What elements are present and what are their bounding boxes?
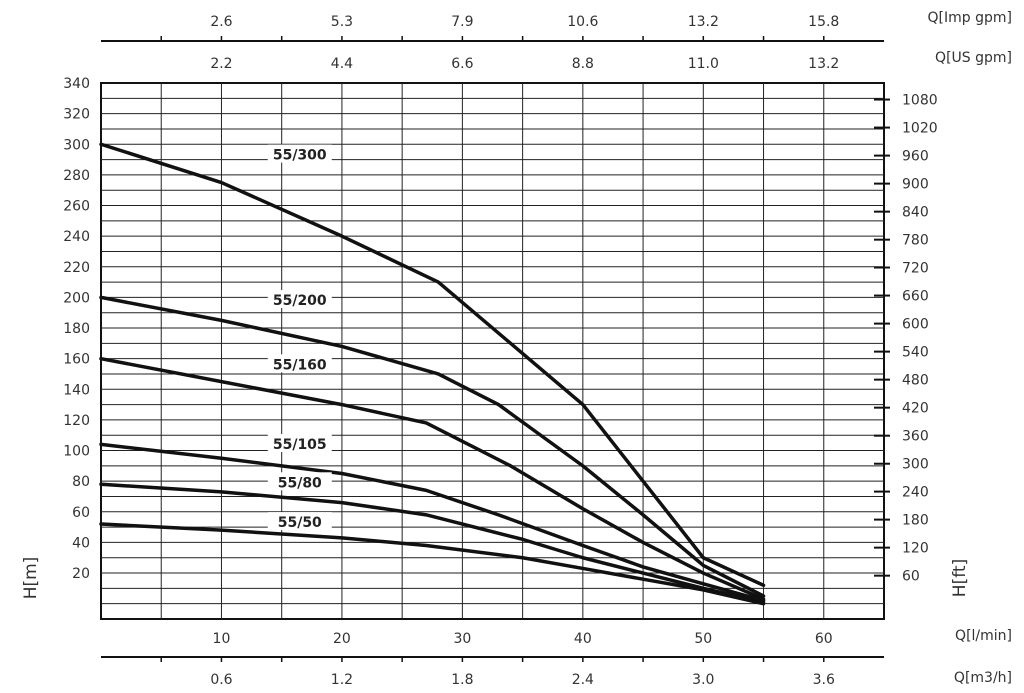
top-imp-tick-label: 5.3 <box>331 14 353 30</box>
top-imp-axis-label: Q[Imp gpm] <box>928 10 1012 26</box>
curve-label-bg <box>267 472 332 491</box>
curve-55-105 <box>99 442 766 603</box>
ft-tick-label: 180 <box>902 513 929 529</box>
x-tick-label: 50 <box>694 631 712 647</box>
y-tick-label: 80 <box>72 474 90 490</box>
curve-55-200 <box>99 295 766 598</box>
bottom-m3h-axis-label: Q[m3/h] <box>954 670 1012 686</box>
curve-label: 55/160 <box>273 357 327 373</box>
ft-tick-label: 900 <box>902 177 929 193</box>
ft-tick-label: 420 <box>902 401 929 417</box>
y-tick-label: 180 <box>63 321 90 337</box>
ft-tick-label: 720 <box>902 261 929 277</box>
top-imp-tick-label: 10.6 <box>567 14 598 30</box>
top-us-tick-label: 2.2 <box>210 56 232 72</box>
ft-tick-label: 600 <box>902 317 929 333</box>
ft-tick-label: 960 <box>902 149 929 165</box>
top-us-tick-label: 4.4 <box>331 56 353 72</box>
ft-tick-label: 360 <box>902 429 929 445</box>
y-tick-label: 20 <box>72 566 90 582</box>
x-tick-label: 30 <box>453 631 471 647</box>
bottom-m3h-tick-label: 0.6 <box>210 672 232 688</box>
y-tick-label: 200 <box>63 290 90 306</box>
curve-55-300 <box>99 142 766 588</box>
ft-tick-label: 780 <box>902 233 929 249</box>
curve-55-50 <box>99 522 766 606</box>
top-us-axis-label: Q[US gpm] <box>935 50 1012 66</box>
x-tick-label: 40 <box>574 631 592 647</box>
y-tick-label: 120 <box>63 413 90 429</box>
bottom-m3h-tick-label: 2.4 <box>572 672 594 688</box>
y-tick-label: 140 <box>63 382 90 398</box>
ft-tick-label: 60 <box>902 569 920 585</box>
ft-tick-label: 1020 <box>902 121 938 137</box>
x-tick-label: 20 <box>333 631 351 647</box>
top-imp-tick-label: 7.9 <box>451 14 473 30</box>
y-tick-label: 280 <box>63 168 90 184</box>
curve-label: 55/300 <box>273 148 327 164</box>
ft-tick-label: 300 <box>902 457 929 473</box>
ft-tick-label: 480 <box>902 373 929 389</box>
x-tick-label: 10 <box>213 631 231 647</box>
bottom-m3h-tick-label: 3.6 <box>813 672 835 688</box>
y-tick-label: 60 <box>72 505 90 521</box>
top-us-tick-label: 13.2 <box>808 56 839 72</box>
top-us-tick-label: 8.8 <box>572 56 594 72</box>
bottom-m3h-tick-label: 1.8 <box>451 672 473 688</box>
curve-label-bg <box>267 354 332 373</box>
curve-label: 55/200 <box>273 293 327 309</box>
ft-tick-label: 840 <box>902 205 929 221</box>
y-tick-label: 240 <box>63 229 90 245</box>
curve-55-80 <box>99 482 766 604</box>
top-imp-tick-label: 2.6 <box>210 14 232 30</box>
y-tick-label: 260 <box>63 199 90 215</box>
ft-tick-label: 240 <box>902 485 929 501</box>
curve-label: 55/50 <box>278 515 322 531</box>
curve-label: 55/105 <box>273 437 327 453</box>
x-axis-label: Q[l/min] <box>955 628 1012 644</box>
ft-tick-label: 120 <box>902 541 929 557</box>
top-imp-tick-label: 13.2 <box>688 14 719 30</box>
y-tick-label: 320 <box>63 107 90 123</box>
y-tick-label: 300 <box>63 137 90 153</box>
curve-label-bg <box>267 512 332 531</box>
y-tick-label: 160 <box>63 352 90 368</box>
y-axis-label: H[m] <box>21 557 41 600</box>
curve-label: 55/80 <box>278 475 322 491</box>
ft-axis-label: H[ft] <box>950 559 970 597</box>
curve-label-bg <box>267 290 332 309</box>
curve-label-bg <box>267 144 332 163</box>
y-tick-label: 100 <box>63 444 90 460</box>
curve-label-bg <box>267 434 332 453</box>
curve-55-160 <box>99 356 766 601</box>
bottom-m3h-tick-label: 1.2 <box>331 672 353 688</box>
bottom-m3h-tick-label: 3.0 <box>692 672 714 688</box>
ft-tick-label: 540 <box>902 345 929 361</box>
top-imp-tick-label: 15.8 <box>808 14 839 30</box>
y-tick-label: 340 <box>63 76 90 92</box>
x-tick-label: 60 <box>815 631 833 647</box>
top-us-tick-label: 11.0 <box>688 56 719 72</box>
plot-frame <box>100 82 885 620</box>
y-tick-label: 40 <box>72 535 90 551</box>
ft-tick-label: 1080 <box>902 93 938 109</box>
y-tick-label: 220 <box>63 260 90 276</box>
ft-tick-label: 660 <box>902 289 929 305</box>
top-us-tick-label: 6.6 <box>451 56 473 72</box>
